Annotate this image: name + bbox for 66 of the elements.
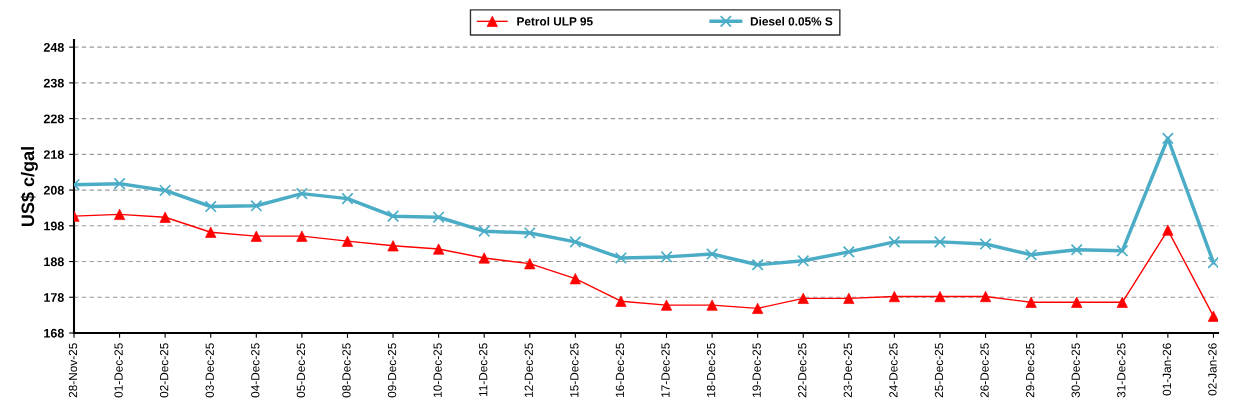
x-tick-label: 23-Dec-25 [843,343,852,398]
point [295,187,308,200]
point [933,235,947,248]
x-tick-label: 01-Jan-26 [1162,343,1172,396]
y-tick-label: 238 [43,78,64,88]
x-tick-label: 15-Dec-25 [570,343,579,397]
point [797,254,810,267]
legend-label: Petrol ULP 95 [517,16,593,26]
point [114,208,126,220]
point [1025,248,1038,261]
point [432,211,445,224]
x-tick-label: 22-Dec-25 [798,343,807,398]
point [614,251,627,265]
x-tick-label: 01-Dec-25 [114,343,123,398]
x-tick-label: 31-Dec-25 [1117,343,1126,398]
x-tick-label: 10-Dec-25 [433,343,442,397]
y-tick-label: 228 [43,114,64,124]
y-tick-label: 188 [44,257,64,267]
point [204,200,217,213]
legend-label: Diesel 0.05% S [750,16,833,26]
point [842,245,855,258]
x-tick-label: 08-Dec-25 [342,343,351,398]
x-tick-label: 11-Dec-25 [479,343,488,397]
x-tick-label: 29-Dec-25 [1025,343,1035,398]
point [113,177,126,190]
x-tick-label: 25-Dec-25 [934,343,944,398]
y-tick-label: 178 [44,293,64,302]
y-tick-label: 168 [44,328,64,338]
point [1207,256,1218,269]
point [706,247,719,261]
x-tick-label: 09-Dec-25 [387,343,397,398]
point [934,291,946,303]
point [1070,243,1083,256]
x-tick-label: 28-Nov-25 [68,343,78,398]
x-tick-label: 19-Dec-25 [752,343,761,397]
y-axis-title: US$ c/gal [20,147,38,227]
x-tick-label: 18-Dec-25 [706,343,716,397]
x-tick-label: 05-Dec-25 [296,343,306,398]
x-tick-label: 16-Dec-25 [615,343,625,397]
x-tick-label: 03-Dec-25 [205,343,214,398]
point [250,199,263,212]
x-tick-label: 02-Jan-26 [1208,343,1217,396]
y-tick-label: 248 [43,42,64,52]
x-tick-label: 04-Dec-25 [251,343,260,398]
x-tick-label: 26-Dec-25 [980,343,989,398]
point [523,226,536,239]
point [478,225,491,238]
point [979,237,992,251]
y-tick-label: 208 [43,185,64,195]
x-tick-label: 02-Dec-25 [159,343,169,398]
y-tick-label: 198 [44,221,64,231]
point [888,235,901,248]
x-tick-label: 30-Dec-25 [1071,343,1080,398]
x-tick-label: 24-Dec-25 [889,343,898,398]
point [1161,132,1174,145]
y-tick-label: 218 [43,150,64,159]
point [660,250,673,263]
point [159,184,172,197]
x-tick-label: 12-Dec-25 [524,343,533,397]
point [752,302,764,314]
point [1116,244,1129,257]
point [341,192,354,205]
point [751,258,764,271]
x-tick-label: 17-Dec-25 [661,343,670,397]
point [387,210,400,223]
point [569,235,582,248]
